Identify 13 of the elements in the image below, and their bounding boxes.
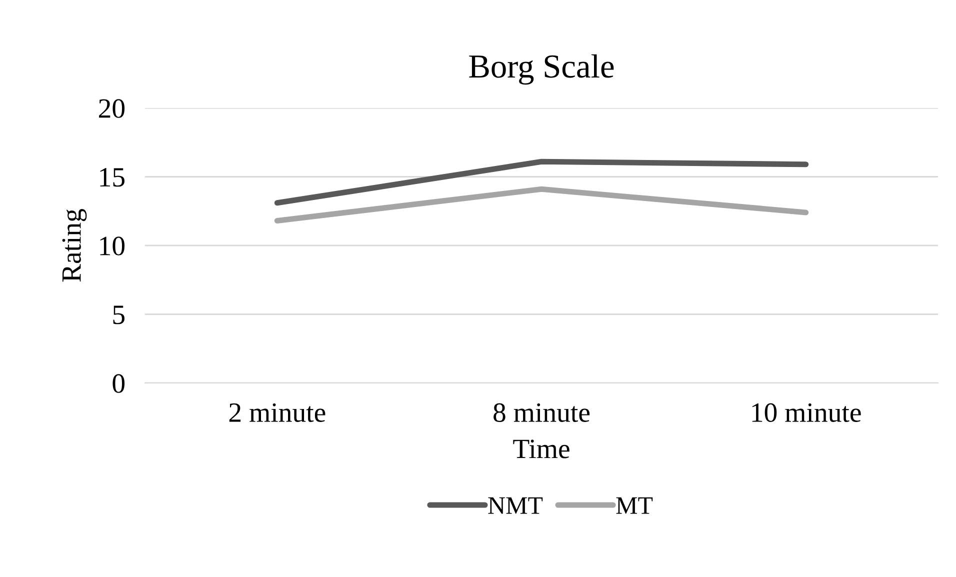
x-tick-label: 2 minute	[229, 403, 326, 422]
legend-label: NMT	[488, 497, 543, 514]
x-axis-title: Time	[513, 440, 570, 458]
y-tick-label: 20	[98, 99, 124, 118]
y-tick-label: 15	[100, 168, 124, 187]
x-tick-label: 10 minute	[752, 403, 861, 422]
y-tick-label: 10	[100, 236, 124, 256]
y-axis-title: Rating	[62, 208, 87, 282]
chart-title: Borg Scale	[469, 54, 614, 85]
legend-label: MT	[616, 497, 653, 514]
y-tick-label: 0	[112, 374, 124, 393]
y-tick-label: 5	[113, 306, 124, 324]
x-tick-label: 8 minute	[494, 403, 590, 422]
